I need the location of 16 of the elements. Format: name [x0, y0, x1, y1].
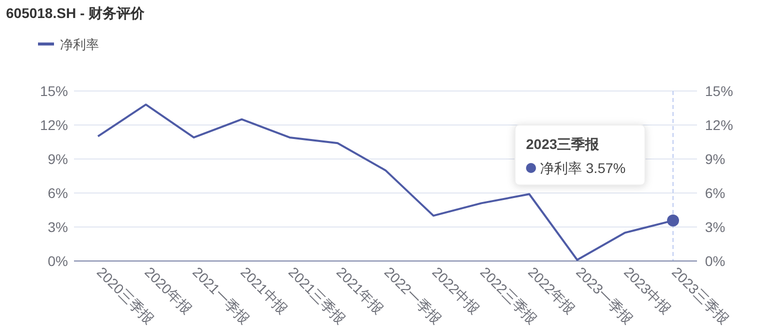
legend-label: 净利率: [60, 37, 99, 52]
y2-tick-label: 6%: [705, 185, 726, 201]
y2-tick-label: 15%: [705, 83, 734, 99]
y-tick-label: 3%: [48, 219, 68, 235]
y-tick-label: 9%: [48, 151, 68, 167]
annotation: 净利率 3.57%: [540, 160, 626, 176]
y-tick-label: 6%: [48, 185, 68, 201]
y-tick-label: 15%: [40, 83, 68, 99]
chart-title: 605018.SH - 财务评价: [6, 5, 146, 21]
y2-tick-label: 0%: [705, 253, 726, 269]
y-tick-label: 12%: [40, 117, 68, 133]
y2-tick-label: 3%: [705, 219, 726, 235]
y-tick-label: 0%: [48, 253, 68, 269]
y2-tick-label: 9%: [705, 151, 726, 167]
annotation: 2023三季报: [526, 136, 600, 152]
y2-tick-label: 12%: [705, 117, 734, 133]
